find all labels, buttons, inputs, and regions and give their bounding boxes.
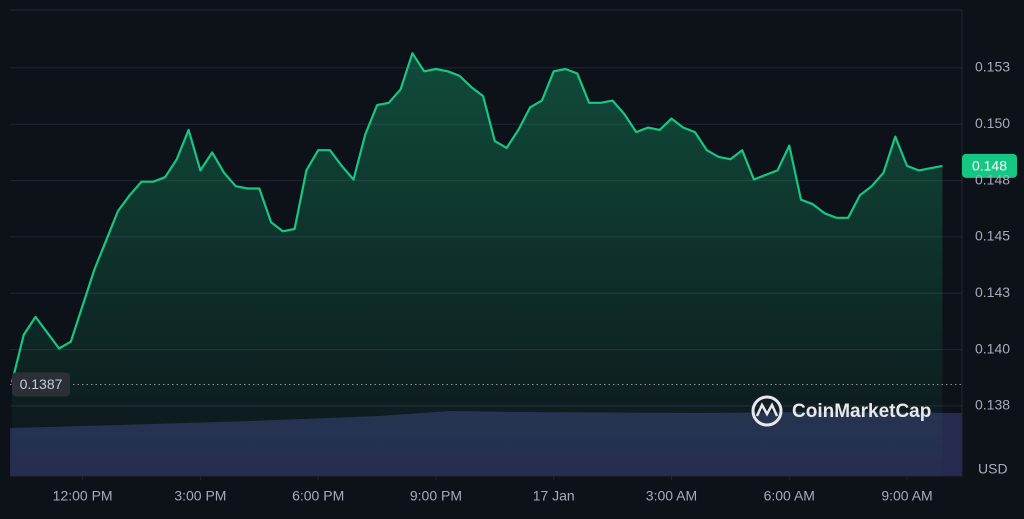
area <box>12 53 943 477</box>
y-tick-label: 0.138 <box>975 397 1010 413</box>
price-line <box>10 52 943 383</box>
open-price-badge <box>12 372 70 397</box>
watermark-text: CoinMarketCap <box>792 401 931 422</box>
last-price-badge <box>962 153 1017 178</box>
x-tick-label: 6:00 PM <box>292 488 344 504</box>
currency-label: USD <box>978 461 1008 477</box>
x-tick-label: 3:00 AM <box>646 488 697 504</box>
y-tick-label: 0.153 <box>975 59 1010 75</box>
open-price-label: 0.1387 <box>20 376 63 392</box>
y-tick-label: 0.143 <box>975 284 1010 300</box>
last-price-label: 0.148 <box>972 158 1007 174</box>
x-tick-label: 9:00 PM <box>410 488 462 504</box>
x-tick-label: 6:00 AM <box>764 488 815 504</box>
y-tick-label: 0.145 <box>975 228 1010 244</box>
y-tick-label: 0.148 <box>975 171 1010 187</box>
x-tick-label: 3:00 PM <box>174 488 226 504</box>
y-tick-label: 0.150 <box>975 115 1010 131</box>
x-tick-label: 17 Jan <box>533 488 575 504</box>
watermark: CoinMarketCap <box>751 395 931 427</box>
x-tick-label: 12:00 PM <box>53 488 113 504</box>
logo <box>751 395 783 427</box>
x-tick-label: 9:00 AM <box>881 488 932 504</box>
y-tick-label: 0.140 <box>975 340 1010 356</box>
logo-mark <box>755 402 779 417</box>
